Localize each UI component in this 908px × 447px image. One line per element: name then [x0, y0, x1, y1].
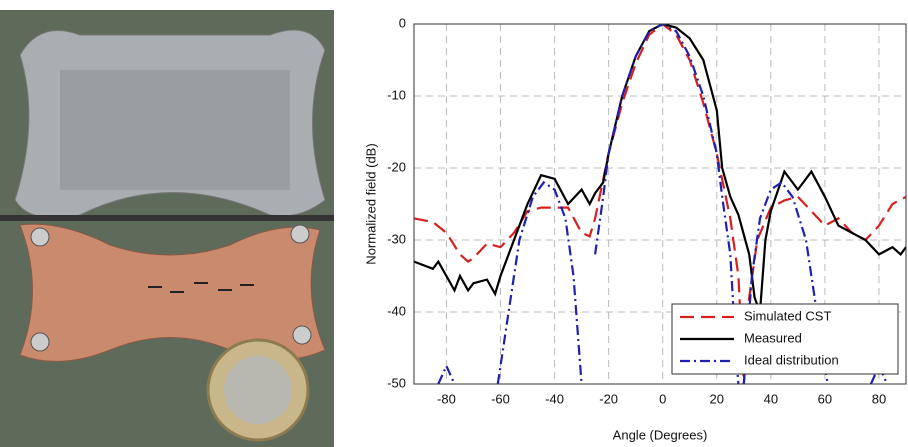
x-tick-label: -80 — [437, 391, 456, 406]
photo — [0, 10, 334, 447]
y-tick-label: -40 — [387, 303, 406, 318]
x-tick-label: -40 — [545, 391, 564, 406]
screw — [30, 332, 50, 352]
x-tick-label: 40 — [764, 391, 778, 406]
x-tick-label: 60 — [818, 391, 832, 406]
series-line — [414, 24, 906, 384]
pin-array — [60, 70, 290, 190]
plot-frame — [413, 23, 907, 385]
series-line — [437, 24, 889, 384]
y-tick-label: 0 — [399, 15, 406, 30]
screw — [290, 224, 310, 244]
slots — [148, 282, 254, 293]
y-tick-label: -50 — [387, 375, 406, 390]
y-tick-label: -20 — [387, 159, 406, 174]
y-tick-label: -10 — [387, 87, 406, 102]
legend-label: Ideal distribution — [744, 352, 839, 367]
screw — [292, 325, 312, 345]
x-tick-label: 80 — [872, 391, 886, 406]
x-tick-label: -60 — [491, 391, 510, 406]
series-line — [414, 24, 906, 313]
screw — [30, 227, 50, 247]
photo-divider — [0, 215, 334, 221]
x-tick-label: 20 — [710, 391, 724, 406]
y-tick-label: -30 — [387, 231, 406, 246]
legend-label: Simulated CST — [744, 308, 831, 323]
legend-label: Measured — [744, 330, 802, 345]
x-axis-label: Angle (Degrees) — [613, 427, 708, 442]
y-axis-label: Normalized field (dB) — [363, 143, 378, 264]
x-tick-label: 0 — [659, 391, 666, 406]
coin-center — [224, 356, 292, 424]
x-tick-label: -20 — [599, 391, 618, 406]
